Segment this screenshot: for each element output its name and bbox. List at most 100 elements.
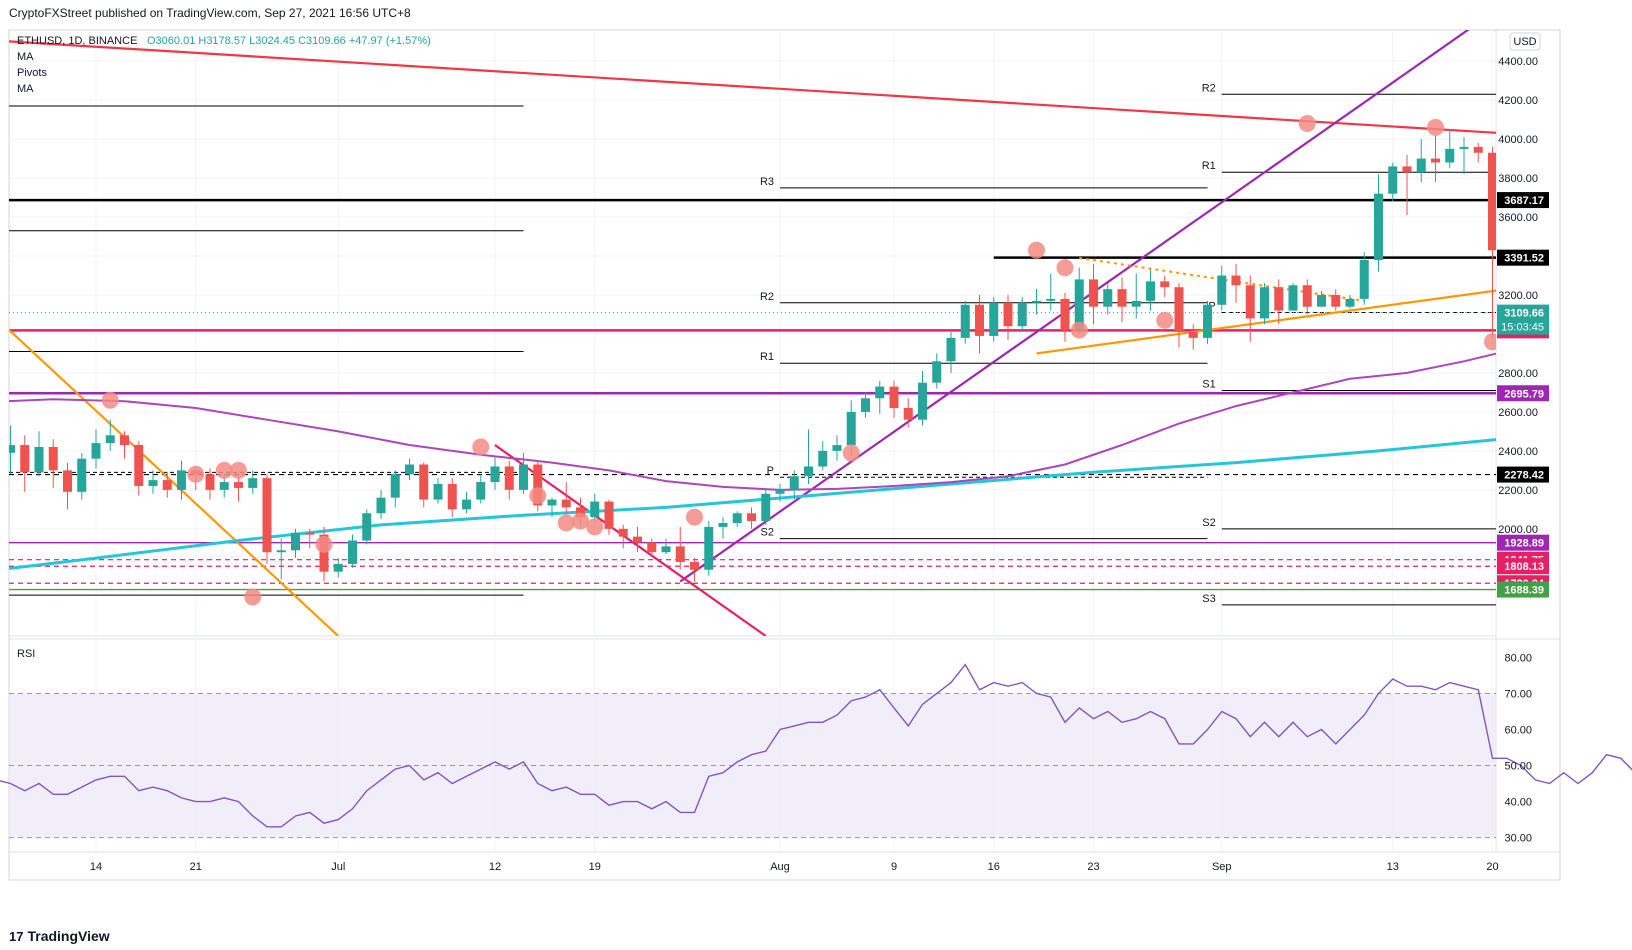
rsi-tick-label: 40.00 — [1504, 797, 1532, 809]
price-tick-label: 4400.00 — [1498, 56, 1538, 68]
last-price-value: 3109.66 — [1504, 308, 1544, 320]
candle-body — [889, 386, 899, 409]
candle-body — [462, 499, 471, 510]
pivot-label-r1: R1 — [760, 351, 774, 363]
price-tick-label: 3800.00 — [1498, 173, 1538, 185]
rsi-tick-label: 50.00 — [1504, 761, 1532, 773]
pivot-label-p: P — [0, 460, 3, 472]
candle-body — [1574, 254, 1583, 277]
candle-body — [1331, 295, 1341, 307]
candle-body — [1416, 158, 1426, 173]
candle-body — [1288, 285, 1298, 311]
candle-body — [903, 408, 913, 420]
candle-body — [1260, 287, 1269, 319]
candle-body — [618, 528, 628, 537]
candle-body — [718, 522, 728, 527]
time-tick-label: Sep — [1212, 861, 1232, 873]
price-tag-label: 1688.39 — [1504, 585, 1544, 597]
currency-button[interactable] — [1509, 32, 1541, 51]
candle-body — [419, 464, 429, 500]
candle-body — [77, 458, 87, 492]
price-tag — [1497, 558, 1549, 575]
candle-body — [975, 304, 984, 336]
time-tick-label: 19 — [589, 861, 601, 873]
candle-body — [1459, 146, 1469, 149]
candle-body — [1588, 246, 1597, 277]
price-pane[interactable] — [8, 29, 1497, 637]
price-tick-label: 2800.00 — [1498, 368, 1538, 380]
ma-legend: MA — [17, 51, 34, 63]
tradingview-logo[interactable]: 17 TradingView — [9, 928, 110, 944]
candle-body — [846, 411, 856, 446]
price-tick-label: 2400.00 — [1498, 446, 1538, 458]
candle-body — [832, 445, 842, 451]
price-tag-label: 3687.17 — [1504, 195, 1544, 207]
candle-body — [1502, 237, 1511, 251]
candle-body — [960, 304, 970, 338]
highlight-marker — [1498, 117, 1515, 134]
price-tick-label: 3600.00 — [1498, 212, 1538, 224]
early-descending-line — [9, 328, 339, 636]
candle-body — [1274, 287, 1284, 311]
price-tag-label: 2695.79 — [1504, 388, 1544, 400]
price-tick-label: 4200.00 — [1498, 95, 1538, 107]
price-tick-label: 2200.00 — [1498, 485, 1538, 497]
highlight-marker — [1056, 259, 1074, 277]
highlight-marker — [472, 438, 490, 456]
candle-body — [989, 302, 999, 336]
rsi-tick-label: 70.00 — [1504, 688, 1532, 700]
candle-body — [547, 499, 557, 506]
candle-body — [1616, 211, 1625, 225]
candle-body — [1074, 279, 1084, 331]
time-tick-label: 20 — [1486, 861, 1498, 873]
candle-body — [490, 466, 500, 483]
candle-body — [1188, 332, 1198, 338]
highlight-marker — [842, 444, 860, 462]
candle-body — [1345, 298, 1355, 307]
candle-body — [63, 470, 72, 492]
candle-body — [576, 507, 585, 518]
candle-body — [690, 561, 699, 570]
pivot-label-p: P — [767, 465, 774, 477]
price-tag-label: 1928.89 — [1504, 538, 1544, 550]
candle-body — [376, 497, 386, 514]
tradingview-mark-icon: 17 — [9, 928, 24, 944]
candle-body — [761, 493, 771, 522]
candle-body — [1317, 295, 1326, 307]
ma-fast-line — [9, 352, 1496, 491]
candle-body — [775, 489, 785, 494]
candle-body — [633, 536, 642, 543]
price-tag — [1497, 534, 1549, 551]
time-tick-label: 23 — [1087, 861, 1099, 873]
candle-body — [789, 476, 799, 490]
highlight-marker — [1156, 311, 1174, 329]
candle-body — [647, 542, 657, 553]
candle-body — [9, 445, 15, 453]
bull-flag-red — [1535, 209, 1632, 285]
candle-body — [1217, 275, 1227, 305]
price-tag-label: 2278.42 — [1504, 470, 1544, 482]
candle-body — [1559, 254, 1568, 283]
candle-body — [1473, 146, 1483, 153]
bar-countdown: 15:03:45 — [1501, 322, 1544, 334]
pivot-label-r3: R3 — [0, 94, 3, 106]
highlight-marker — [686, 508, 703, 526]
pivot-label-r2: R2 — [1202, 82, 1216, 94]
candle-body — [732, 513, 742, 523]
dotted-resistance-line — [1079, 256, 1365, 302]
long-term-descending-line — [9, 40, 1496, 134]
highlight-marker — [1484, 333, 1496, 351]
highlight-marker — [230, 461, 247, 479]
candle-body — [1245, 285, 1255, 319]
candle-body — [1203, 304, 1212, 338]
pivot-label-s1: S1 — [1202, 378, 1215, 390]
candle-body — [1117, 289, 1127, 307]
candle-body — [1545, 277, 1554, 283]
candle-body — [704, 526, 714, 570]
highlight-marker — [187, 465, 205, 483]
ma-legend-2: MA — [17, 83, 34, 95]
candle-body — [1160, 281, 1170, 288]
candle-body — [1003, 302, 1013, 327]
tradingview-brand: TradingView — [27, 928, 110, 944]
